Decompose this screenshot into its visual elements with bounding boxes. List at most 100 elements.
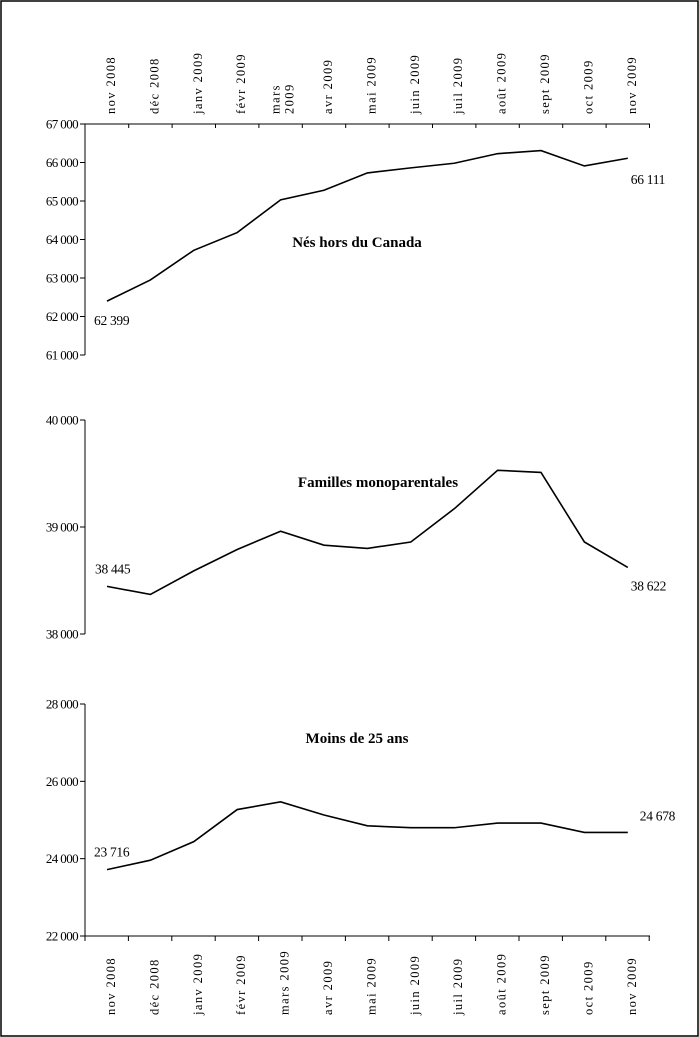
y-tick-label: 61 000: [46, 348, 78, 363]
tick-label-line: févr 2009: [234, 53, 248, 114]
top-x-tick-label: déc 2008: [147, 57, 161, 114]
top-x-tick-label-text: déc 2008: [147, 57, 161, 114]
tick-label-line: nov 2008: [104, 56, 118, 114]
y-tick-label: 39 000: [46, 520, 78, 535]
bottom-x-tick-label: avr 2009: [321, 960, 335, 1015]
tick-label-line: janv 2009: [191, 52, 205, 115]
y-tick-label: 40 000: [46, 413, 78, 428]
top-x-tick-label-text: janv 2009: [191, 52, 205, 115]
top-x-tick-label-text: août 2009: [495, 52, 509, 114]
series-title: Nés hors du Canada: [292, 235, 422, 251]
bottom-x-tick-label: août 2009: [495, 953, 509, 1015]
top-x-tick-label-text: mars2009: [269, 83, 297, 114]
y-tick-label: 64 000: [46, 232, 78, 247]
tick-label-line: mai 2009: [364, 56, 378, 114]
tick-label-line: nov 2009: [625, 56, 639, 114]
bottom-x-tick-label-text: nov 2009: [625, 957, 639, 1015]
bottom-x-tick-label-text: juin 2009: [408, 955, 422, 1016]
top-x-tick-label: août 2009: [495, 52, 509, 114]
tick-label-line: oct 2009: [581, 59, 595, 114]
tick-label-line: avr 2009: [321, 960, 335, 1015]
tick-label-line: juil 2009: [451, 57, 465, 115]
tick-label-line: mars 2009: [278, 950, 292, 1015]
series-title: Moins de 25 ans: [306, 731, 409, 747]
top-x-tick-label-text: juil 2009: [451, 57, 465, 115]
tick-label-line: sept 2009: [538, 53, 552, 114]
top-x-tick-label-text: févr 2009: [234, 53, 248, 114]
y-tick-label: 62 000: [46, 309, 78, 324]
tick-label-line: sept 2009: [538, 954, 552, 1015]
bottom-x-tick-label: mai 2009: [364, 957, 378, 1015]
top-x-tick-label: nov 2009: [625, 56, 639, 114]
top-x-tick-label-text: nov 2008: [104, 56, 118, 114]
tick-label-line: août 2009: [495, 52, 509, 114]
bottom-x-tick-label: oct 2009: [581, 960, 595, 1015]
top-x-tick-label-text: nov 2009: [625, 56, 639, 114]
top-x-tick-label: févr 2009: [234, 53, 248, 114]
last-value-label: 38 622: [631, 578, 666, 593]
tick-label-line: juin 2009: [408, 54, 422, 115]
bottom-x-tick-label-text: nov 2008: [104, 957, 118, 1015]
bottom-x-tick-label-text: août 2009: [495, 953, 509, 1015]
top-x-tick-label: juil 2009: [451, 57, 465, 115]
y-tick-label: 24 000: [46, 851, 78, 866]
top-x-tick-label: janv 2009: [191, 52, 205, 115]
top-x-tick-label: avr 2009: [321, 59, 335, 114]
tick-label-line: avr 2009: [321, 59, 335, 114]
tick-label-line: nov 2008: [104, 957, 118, 1015]
tick-label-line: déc 2008: [147, 958, 161, 1015]
tick-label-line: 2009: [283, 83, 297, 114]
tick-label-line: nov 2009: [625, 957, 639, 1015]
bottom-x-tick-label: déc 2008: [147, 958, 161, 1015]
first-value-label: 38 445: [95, 561, 131, 576]
top-x-tick-label-text: juin 2009: [408, 54, 422, 115]
series-line: [106, 469, 629, 596]
y-tick-label: 65 000: [46, 194, 78, 209]
bottom-x-tick-label: juil 2009: [451, 958, 465, 1016]
top-x-tick-label: mai 2009: [364, 56, 378, 114]
y-tick-label: 38 000: [46, 627, 78, 642]
bottom-x-tick-label-text: sept 2009: [538, 954, 552, 1015]
first-value-label: 23 716: [94, 845, 130, 860]
bottom-x-tick-label-text: févr 2009: [234, 954, 248, 1015]
top-x-tick-label-text: sept 2009: [538, 53, 552, 114]
bottom-x-tick-label: sept 2009: [538, 954, 552, 1015]
y-tick-label: 67 000: [46, 117, 78, 132]
bottom-x-tick-label-text: mars 2009: [278, 950, 292, 1015]
tick-label-line: déc 2008: [147, 57, 161, 114]
y-tick-label: 26 000: [46, 774, 78, 789]
last-value-label: 66 111: [631, 172, 665, 187]
tick-label-line: août 2009: [495, 953, 509, 1015]
bottom-x-tick-label-text: oct 2009: [581, 960, 595, 1015]
bottom-x-tick-label: nov 2008: [104, 957, 118, 1015]
tick-label-line: janv 2009: [191, 953, 205, 1016]
y-tick-label: 28 000: [46, 697, 78, 712]
series-title: Familles monoparentales: [298, 475, 458, 491]
tick-label-line: mai 2009: [364, 957, 378, 1015]
bottom-x-tick-label-text: juil 2009: [451, 958, 465, 1016]
bottom-x-tick-label: juin 2009: [408, 955, 422, 1016]
tick-label-line: juil 2009: [451, 958, 465, 1016]
tick-label-line: oct 2009: [581, 960, 595, 1015]
top-x-tick-label: oct 2009: [581, 59, 595, 114]
top-x-tick-label: juin 2009: [408, 54, 422, 115]
bottom-x-tick-label-text: janv 2009: [191, 953, 205, 1016]
y-tick-label: 63 000: [46, 271, 78, 286]
last-value-label: 24 678: [640, 808, 676, 823]
y-tick-label: 66 000: [46, 155, 78, 170]
bottom-x-tick-label: janv 2009: [191, 953, 205, 1016]
top-x-tick-label: sept 2009: [538, 53, 552, 114]
bottom-x-tick-label: févr 2009: [234, 954, 248, 1015]
bottom-x-tick-label-text: avr 2009: [321, 960, 335, 1015]
bottom-x-tick-label-text: déc 2008: [147, 958, 161, 1015]
tick-label-line: févr 2009: [234, 954, 248, 1015]
tick-label-line: juin 2009: [408, 955, 422, 1016]
top-x-tick-label-text: mai 2009: [364, 56, 378, 114]
top-x-tick-label: nov 2008: [104, 56, 118, 114]
y-tick-label: 22 000: [46, 929, 78, 944]
first-value-label: 62 399: [94, 313, 130, 328]
top-x-tick-label-text: avr 2009: [321, 59, 335, 114]
